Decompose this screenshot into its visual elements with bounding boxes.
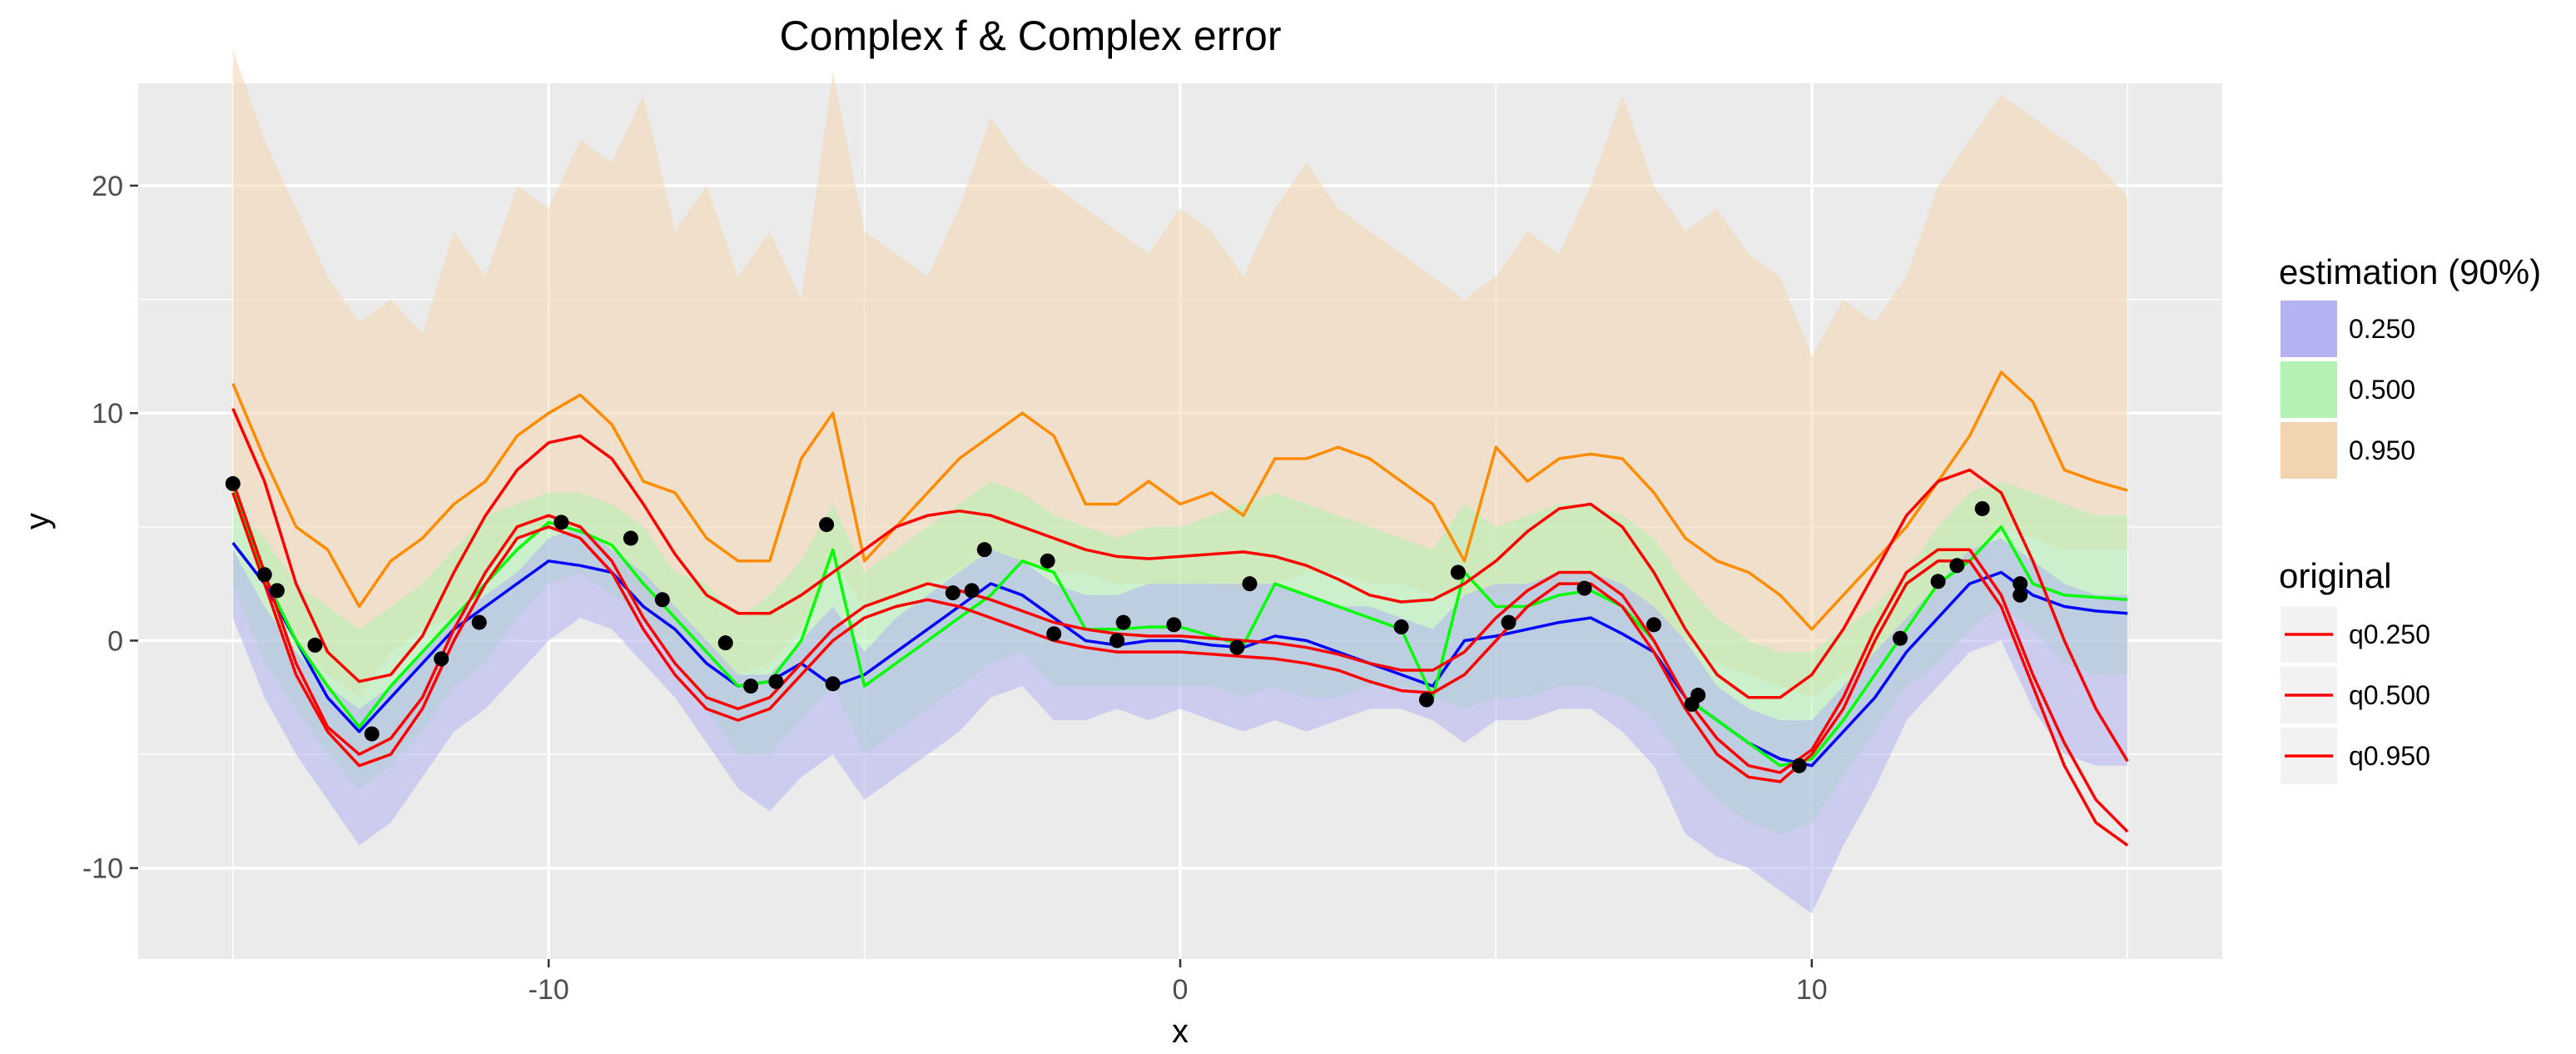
legend-original: original q0.250 q0.500 q0.950 <box>2279 556 2430 784</box>
y-axis-ticks: -10 0 10 20 <box>82 171 138 885</box>
data-point <box>307 637 323 653</box>
data-point <box>1046 626 1062 642</box>
data-point <box>1949 558 1965 574</box>
y-tick-label: -10 <box>82 853 123 885</box>
data-point <box>976 542 992 558</box>
y-axis-title: y <box>19 513 56 529</box>
x-tick-label: 0 <box>1173 974 1189 1006</box>
legend-estimation-title: estimation (90%) <box>2279 252 2541 291</box>
x-axis-title: x <box>1172 1013 1189 1050</box>
legend-item-0950: 0.950 <box>2281 422 2415 479</box>
legend-estimation: estimation (90%) 0.250 0.500 0.950 <box>2279 252 2541 479</box>
legend-item-0250: 0.250 <box>2281 301 2415 357</box>
legend-label-q0500: q0.500 <box>2349 680 2430 710</box>
data-point <box>1115 614 1131 630</box>
legend-swatch-0950 <box>2281 422 2337 479</box>
data-point <box>1501 614 1516 630</box>
data-point <box>364 726 380 742</box>
plot-area <box>138 49 2222 959</box>
data-point <box>1393 619 1409 635</box>
data-point <box>2013 587 2028 603</box>
series-line-2 <box>231 370 2128 631</box>
legend-item-0500: 0.500 <box>2281 361 2415 418</box>
legend-swatch-0500 <box>2281 361 2337 418</box>
legend-label-q0250: q0.250 <box>2349 619 2430 649</box>
legend-original-title: original <box>2279 556 2391 595</box>
observation-points <box>225 475 2028 773</box>
data-point <box>1418 692 1434 708</box>
data-point <box>1166 617 1182 633</box>
data-point <box>1690 688 1706 703</box>
data-point <box>1930 574 1946 589</box>
ribbon-0950 <box>232 49 2128 698</box>
series-line-5 <box>231 408 2129 763</box>
series-line-3 <box>231 492 2129 847</box>
data-point <box>1646 617 1662 633</box>
data-point <box>225 475 241 491</box>
data-point <box>768 674 784 689</box>
data-point <box>1791 758 1807 773</box>
series-line-4 <box>231 480 2129 833</box>
data-point <box>1242 576 1258 592</box>
y-tick-label: 20 <box>92 171 123 202</box>
data-point <box>471 614 487 630</box>
data-point <box>825 676 841 692</box>
series-line-0 <box>231 541 2128 768</box>
data-point <box>623 530 638 546</box>
data-point <box>743 679 759 694</box>
data-point <box>1109 633 1125 649</box>
data-point <box>964 583 980 599</box>
data-point <box>654 592 670 608</box>
x-tick-label: -10 <box>529 974 569 1006</box>
data-point <box>945 585 960 601</box>
y-tick-label: 10 <box>92 398 123 430</box>
legend-label-0250: 0.250 <box>2349 314 2415 344</box>
legend-item-q0250: q0.250 <box>2281 606 2430 663</box>
legend-label-0500: 0.500 <box>2349 375 2415 405</box>
legend-label-0950: 0.950 <box>2349 435 2415 465</box>
data-point <box>1450 564 1466 580</box>
data-point <box>2013 576 2028 592</box>
legend-swatch-0250 <box>2281 301 2337 357</box>
y-tick-label: 0 <box>107 625 123 657</box>
data-point <box>553 515 569 530</box>
data-point <box>717 635 733 651</box>
data-point <box>1576 580 1592 596</box>
x-axis-ticks: -10 0 10 <box>529 959 1828 1006</box>
legend-item-q0500: q0.500 <box>2281 667 2430 723</box>
data-point <box>434 651 449 667</box>
data-point <box>1040 553 1055 569</box>
legend-label-q0950: q0.950 <box>2349 741 2430 771</box>
data-point <box>1974 500 1990 516</box>
x-tick-label: 10 <box>1796 974 1828 1006</box>
data-point <box>819 517 835 533</box>
legend-item-q0950: q0.950 <box>2281 728 2430 784</box>
data-point <box>256 567 272 583</box>
data-point <box>1893 630 1908 646</box>
data-point <box>1229 639 1245 655</box>
data-point <box>269 583 285 599</box>
chart-title: Complex f & Complex error <box>780 12 1282 59</box>
